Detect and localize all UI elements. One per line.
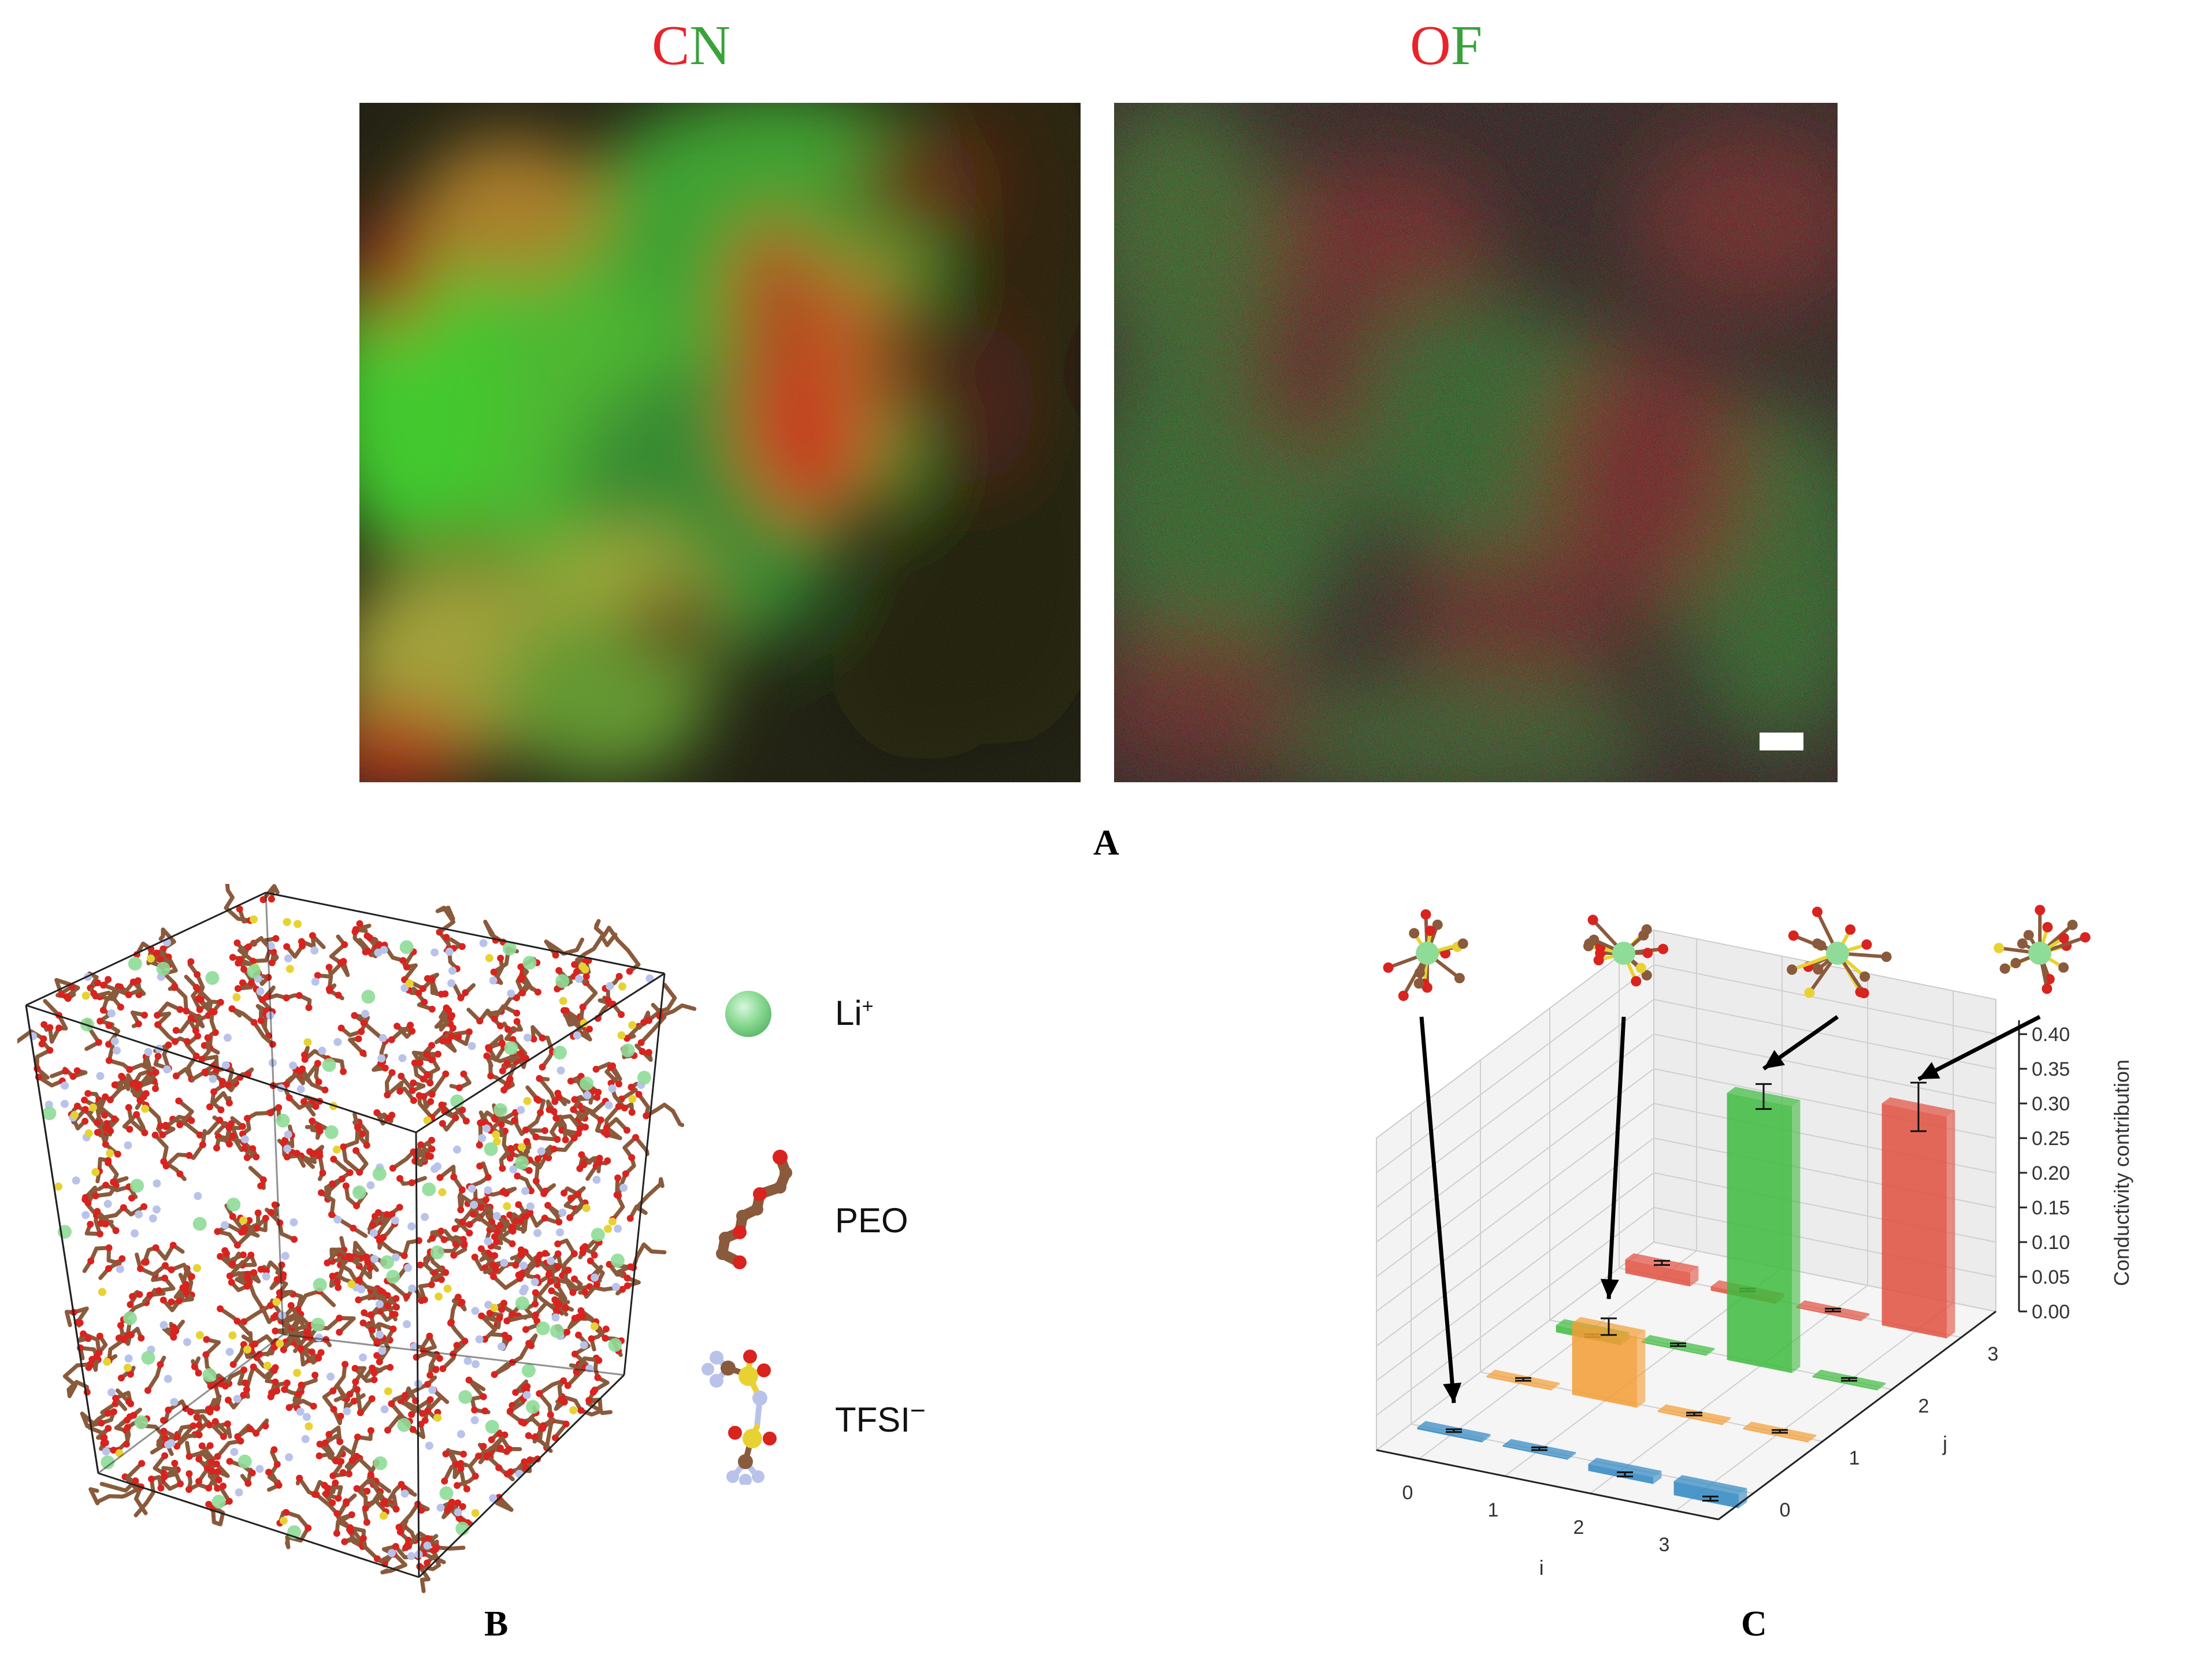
legend-li: Li+ — [722, 982, 965, 1051]
coordination-structure-4 — [1994, 905, 2091, 994]
error-bar-i3-j0 — [1702, 1495, 1719, 1502]
legend-tfsi: TFSI− — [699, 1335, 977, 1496]
cn-title-n: N — [689, 14, 731, 77]
coordination-structure-2 — [1583, 915, 1669, 987]
error-bar-i0-j1 — [1515, 1377, 1531, 1382]
z-tick-label: 0.20 — [2032, 1162, 2070, 1184]
error-bar-i2-j0 — [1617, 1471, 1633, 1478]
bar-i0-j0 — [1417, 1421, 1491, 1443]
arrow-to-bar-3 — [1762, 1015, 1839, 1071]
chart-bars — [1417, 1081, 1955, 1508]
y-tick-label: 2 — [1918, 1395, 1929, 1417]
legend-li-label: Li+ — [835, 996, 874, 1031]
z-tick-label: 0.30 — [2032, 1093, 2070, 1115]
legend-li-text: Li — [835, 994, 862, 1032]
z-tick-label: 0.15 — [2032, 1197, 2070, 1219]
error-bar-i3-j2 — [1841, 1377, 1857, 1382]
bar-i1-j2 — [1641, 1335, 1715, 1356]
bar-i3-j3 — [1881, 1081, 1955, 1339]
scale-bar — [1760, 733, 1803, 750]
error-bar-i2-j1 — [1686, 1411, 1702, 1417]
md-atoms — [8, 882, 697, 1593]
x-axis-label: i — [1539, 1556, 1544, 1579]
tfsi-molecule-icon — [702, 1350, 777, 1485]
bar-i0-j3 — [1625, 1253, 1699, 1287]
of-map-title: OF — [1410, 17, 1482, 74]
y-tick-label: 3 — [1988, 1343, 1999, 1365]
panel-label-b: B — [484, 1604, 509, 1644]
y-tick-label: 1 — [1849, 1447, 1860, 1469]
legend-li-superscript: + — [862, 995, 874, 1017]
legend-tfsi-label: TFSI− — [835, 1397, 926, 1437]
bar-i3-j0 — [1673, 1475, 1747, 1508]
legend-tfsi-superscript: − — [910, 1395, 926, 1425]
cn-element-map — [359, 103, 1081, 782]
error-bar-i2-j3 — [1825, 1307, 1841, 1313]
y-tick-label: 0 — [1780, 1499, 1791, 1521]
z-tick-label: 0.35 — [2032, 1058, 2070, 1080]
bar-i3-j1 — [1743, 1421, 1817, 1443]
error-bar-i1-j2 — [1670, 1342, 1686, 1347]
z-tick-label: 0.05 — [2032, 1266, 2070, 1288]
x-tick-label: 1 — [1488, 1499, 1499, 1521]
legend-peo: PEO — [699, 1141, 965, 1274]
conductivity-3d-bar-chart: 0 1 2 3 0 1 2 3 0.00 0.05 0.10 0.15 0.20 0.25 0.30 0.35… — [1329, 867, 2212, 1595]
bar-i1-j1 — [1572, 1317, 1646, 1408]
x-tick-label: 0 — [1402, 1482, 1413, 1504]
of-title-f: F — [1450, 14, 1483, 77]
md-simulation-box — [8, 882, 699, 1595]
arrow-to-bar-1 — [1419, 1016, 1462, 1403]
peo-chain-icon — [716, 1150, 792, 1269]
error-bar-i2-j2 — [1756, 1083, 1772, 1110]
x-tick-label: 2 — [1573, 1517, 1584, 1538]
cn-title-c: C — [652, 14, 690, 77]
z-tick-label: 0.25 — [2032, 1128, 2070, 1150]
bar-i2-j1 — [1657, 1404, 1731, 1425]
panel-label-c: C — [1741, 1604, 1767, 1644]
simulation-box-edges — [25, 891, 666, 1578]
z-tick-label: 0.10 — [2032, 1232, 2070, 1254]
error-bar-i1-j1 — [1601, 1317, 1617, 1336]
of-element-map — [1114, 103, 1838, 782]
bar-i0-j1 — [1486, 1369, 1560, 1391]
of-title-o: O — [1410, 14, 1451, 77]
error-bar-i0-j3 — [1654, 1259, 1670, 1266]
z-axis-label: Conductivity contribution — [2110, 1060, 2133, 1286]
bar-i2-j2 — [1727, 1083, 1801, 1373]
coordination-structure-3 — [1787, 906, 1892, 998]
error-bar-i1-j0 — [1531, 1446, 1547, 1451]
z-tick-label: 0.00 — [2032, 1301, 2070, 1323]
coordination-structure-1 — [1383, 909, 1468, 1001]
error-bar-i0-j0 — [1446, 1428, 1462, 1433]
arrow-to-bar-2 — [1600, 1016, 1626, 1299]
z-tick-label: 0.40 — [2032, 1024, 2070, 1046]
x-tick-label: 3 — [1659, 1534, 1670, 1556]
bar-i2-j3 — [1796, 1300, 1870, 1321]
error-bar-i3-j1 — [1772, 1429, 1788, 1434]
y-axis-label: j — [1942, 1432, 1947, 1455]
bar-i3-j2 — [1812, 1369, 1886, 1391]
error-bar-i3-j3 — [1910, 1081, 1927, 1132]
panel-label-a: A — [1093, 823, 1119, 863]
bar-i1-j0 — [1502, 1439, 1576, 1460]
legend-tfsi-text: TFSI — [835, 1400, 910, 1439]
arrow-to-bar-4 — [1917, 1014, 2041, 1081]
li-ion-sphere-icon — [725, 991, 771, 1037]
cn-map-title: CN — [652, 17, 730, 74]
bar-i2-j0 — [1588, 1458, 1662, 1484]
legend-peo-label: PEO — [835, 1201, 908, 1240]
